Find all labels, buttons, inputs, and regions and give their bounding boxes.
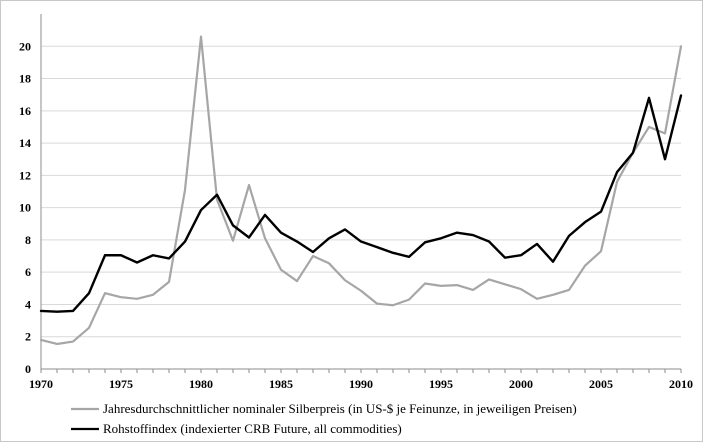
x-tick-label: 1980 bbox=[189, 377, 213, 391]
commodity-index-line bbox=[39, 94, 683, 313]
legend-label: Rohstoffindex (indexierter CRB Future, a… bbox=[103, 421, 402, 436]
silver-price-line bbox=[39, 35, 683, 346]
legend-label: Jahresdurchschnittlicher nominaler Silbe… bbox=[103, 401, 577, 416]
x-tick-label: 1985 bbox=[269, 377, 293, 391]
y-tick-label: 14 bbox=[19, 136, 31, 150]
x-tick-label: 1975 bbox=[109, 377, 133, 391]
y-tick-label: 4 bbox=[25, 297, 31, 311]
x-tick-label: 2000 bbox=[509, 377, 533, 391]
x-tick-label: 1970 bbox=[29, 377, 53, 391]
y-tick-label: 18 bbox=[19, 72, 31, 86]
x-tick-labels: 1970 1975 1980 1985 1990 1995 2000 2005 2010 bbox=[29, 377, 693, 391]
axes bbox=[40, 14, 682, 373]
series-lines bbox=[39, 35, 683, 346]
y-tick-label: 0 bbox=[25, 362, 31, 376]
y-tick-label: 6 bbox=[25, 265, 31, 279]
y-tick-label: 8 bbox=[25, 233, 31, 247]
legend: Jahresdurchschnittlicher nominaler Silbe… bbox=[71, 401, 577, 436]
x-tick-label: 1990 bbox=[349, 377, 373, 391]
y-tick-label: 2 bbox=[25, 330, 31, 344]
y-tick-label: 12 bbox=[19, 168, 31, 182]
x-tick-label: 2005 bbox=[589, 377, 613, 391]
y-tick-labels: 0 2 4 6 8 10 12 14 16 18 20 bbox=[19, 39, 31, 376]
y-tick-label: 10 bbox=[19, 201, 31, 215]
x-tick-label: 1995 bbox=[429, 377, 453, 391]
x-tick-label: 2010 bbox=[669, 377, 693, 391]
y-tick-label: 16 bbox=[19, 104, 31, 118]
gridlines bbox=[41, 45, 681, 338]
y-tick-label: 20 bbox=[19, 39, 31, 53]
